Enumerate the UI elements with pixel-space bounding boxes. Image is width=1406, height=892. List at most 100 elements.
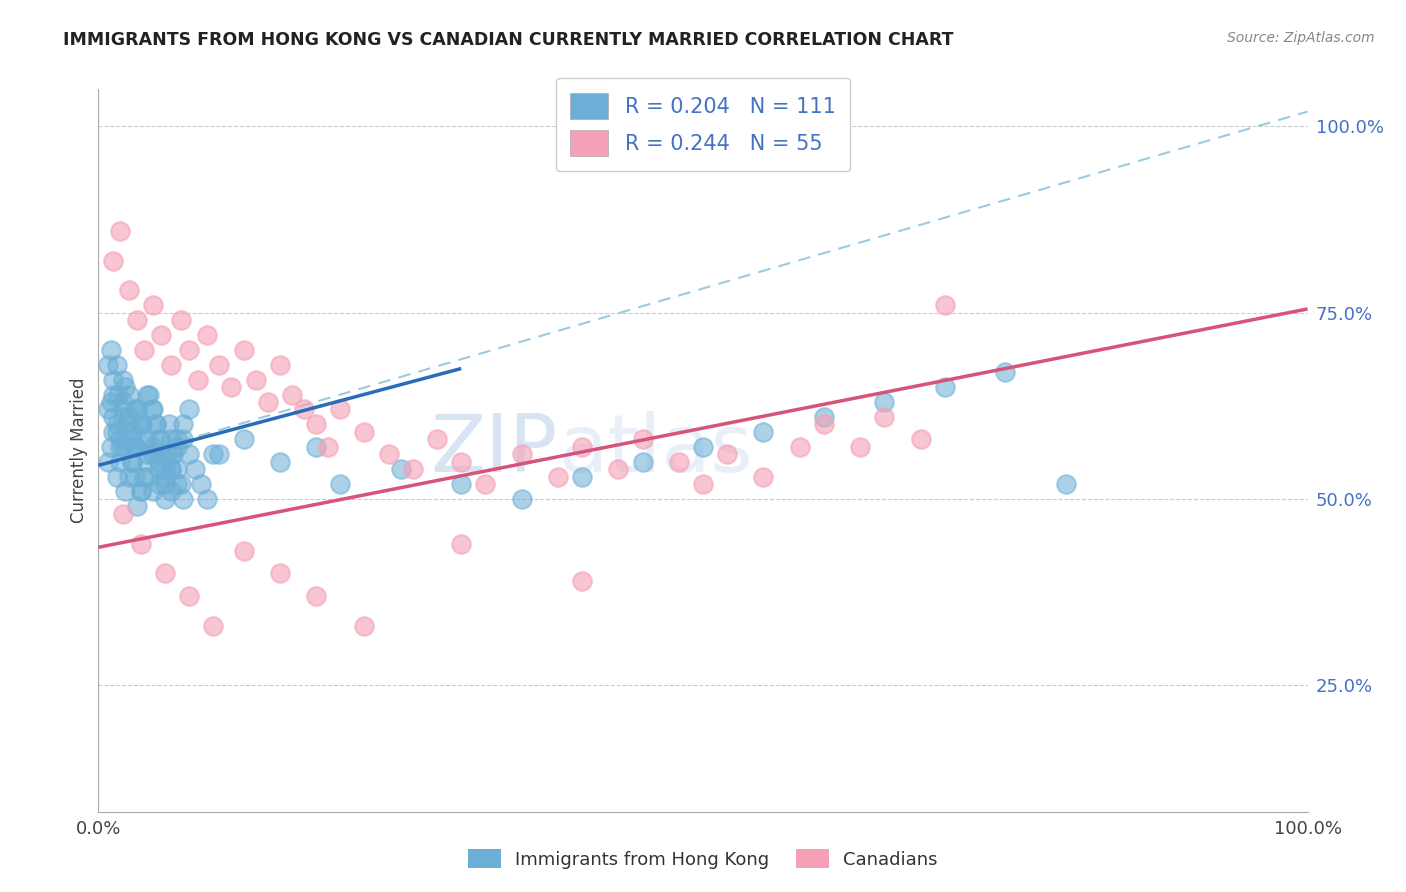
Point [510,491,533,506]
Point [162,447,184,461]
Point [269,358,291,372]
Point [716,447,738,461]
Point [166,440,188,454]
Point [111,395,134,409]
Point [547,469,569,483]
Point [631,455,654,469]
Point [101,373,124,387]
Point [134,432,156,446]
Point [232,432,254,446]
Point [117,417,139,432]
Point [934,380,956,394]
Point [692,440,714,454]
Point [292,402,315,417]
Point [105,425,128,439]
Point [150,328,173,343]
Point [145,417,167,432]
Point [994,365,1017,379]
Legend: R = 0.204   N = 111, R = 0.244   N = 55: R = 0.204 N = 111, R = 0.244 N = 55 [555,78,851,171]
Point [450,477,472,491]
Point [100,440,122,454]
Point [195,328,218,343]
Point [474,477,496,491]
Point [187,373,209,387]
Point [142,298,165,312]
Point [353,425,375,439]
Point [127,402,149,417]
Point [124,402,146,417]
Point [101,409,124,424]
Legend: Immigrants from Hong Kong, Canadians: Immigrants from Hong Kong, Canadians [461,842,945,876]
Point [571,574,593,588]
Point [101,253,124,268]
Point [166,477,188,491]
Point [118,440,141,454]
Point [450,536,472,550]
Point [195,491,218,506]
Point [172,491,194,506]
Point [631,432,654,446]
Point [450,455,472,469]
Y-axis label: Currently Married: Currently Married [70,377,89,524]
Point [179,447,201,461]
Point [138,387,160,401]
Point [377,447,399,461]
Point [873,409,896,424]
Point [141,402,163,417]
Point [269,566,291,581]
Point [129,484,152,499]
Point [873,395,896,409]
Point [202,447,225,461]
Point [142,447,165,461]
Point [135,455,157,469]
Point [155,447,177,461]
Point [329,477,352,491]
Text: Source: ZipAtlas.com: Source: ZipAtlas.com [1227,31,1375,45]
Point [142,402,165,417]
Point [108,455,131,469]
Point [108,432,131,446]
Point [153,491,176,506]
Point [571,469,593,483]
Point [160,358,183,372]
Point [813,409,835,424]
Point [153,477,176,491]
Point [129,536,152,550]
Point [316,440,339,454]
Point [124,469,146,483]
Point [121,425,143,439]
Point [145,417,167,432]
Point [813,417,835,432]
Point [105,469,128,483]
Point [127,402,149,417]
Point [510,447,533,461]
Point [160,462,183,476]
Point [131,417,153,432]
Point [153,566,176,581]
Point [160,462,183,476]
Point [101,425,124,439]
Point [245,373,267,387]
Point [389,462,412,476]
Point [127,500,149,514]
Point [100,343,122,357]
Point [269,455,291,469]
Point [97,455,120,469]
Point [232,544,254,558]
Point [118,387,141,401]
Point [118,283,141,297]
Point [172,432,194,446]
Point [179,402,201,417]
Point [571,440,593,454]
Point [153,462,176,476]
Point [124,440,146,454]
Point [607,462,630,476]
Point [172,417,194,432]
Point [124,440,146,454]
Point [208,447,231,461]
Point [111,402,134,417]
Point [402,462,425,476]
Point [202,618,225,632]
Point [305,440,328,454]
Point [849,440,872,454]
